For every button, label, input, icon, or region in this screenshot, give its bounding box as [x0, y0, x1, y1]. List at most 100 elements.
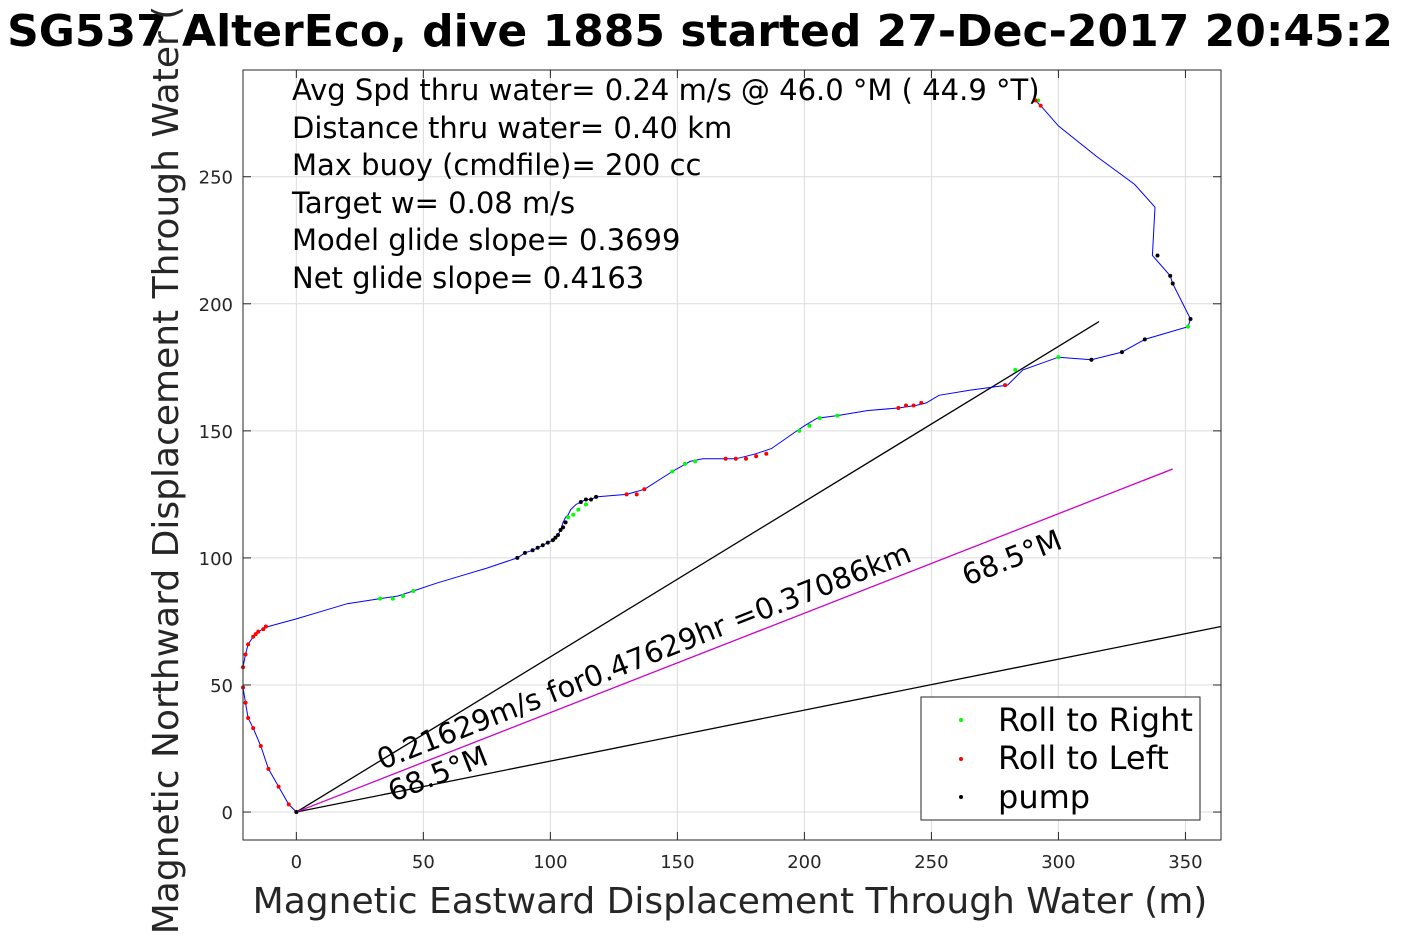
- marker-roll-right: [411, 588, 416, 593]
- annotation-distance: Distance thru water= 0.40 km: [292, 111, 732, 145]
- annotation-avg-speed: Avg Spd thru water= 0.24 m/s @ 46.0 °M (…: [292, 73, 1040, 107]
- annotation-net-glide: Net glide slope= 0.4163: [292, 261, 644, 295]
- marker-pump: [1188, 317, 1193, 322]
- legend: Roll to Right Roll to Left pump: [920, 696, 1201, 821]
- annotation-target-w: Target w= 0.08 m/s: [291, 186, 575, 220]
- chart-title: SG537 AlterEco, dive 1885 started 27-Dec…: [7, 6, 1393, 57]
- x-tick-label: 300: [1041, 852, 1075, 873]
- marker-roll-left: [896, 405, 901, 410]
- marker-pump: [540, 543, 545, 548]
- marker-roll-left: [243, 700, 248, 705]
- annotation-model-glide: Model glide slope= 0.3699: [292, 223, 680, 257]
- marker-roll-left: [1003, 383, 1008, 388]
- y-tick-label: 0: [222, 803, 233, 824]
- marker-group: [241, 98, 1193, 815]
- marker-roll-left: [723, 456, 728, 461]
- reference-line: [296, 468, 1173, 813]
- marker-roll-left: [911, 403, 916, 408]
- x-tick-label: 200: [787, 852, 821, 873]
- x-tick-label: 0: [291, 852, 302, 873]
- marker-roll-left: [904, 403, 909, 408]
- marker-roll-right: [817, 416, 822, 421]
- marker-roll-right: [670, 469, 675, 474]
- y-tick-label: 50: [210, 676, 233, 697]
- marker-roll-left: [261, 627, 266, 632]
- marker-pump: [545, 540, 550, 545]
- marker-roll-left: [246, 642, 251, 647]
- x-tick-label: 250: [914, 852, 948, 873]
- marker-pump: [561, 525, 566, 530]
- x-tick-label: 350: [1168, 852, 1202, 873]
- marker-pump: [1089, 357, 1094, 362]
- marker-pump: [1155, 253, 1160, 258]
- marker-pump: [558, 527, 563, 532]
- reference-line: [296, 625, 1222, 813]
- marker-pump: [1170, 281, 1175, 286]
- marker-roll-left: [919, 400, 924, 405]
- marker-pump: [522, 550, 527, 555]
- marker-pump: [555, 533, 560, 538]
- marker-pump: [578, 500, 583, 505]
- reference-lines: [296, 321, 1222, 813]
- marker-roll-left: [1033, 98, 1038, 103]
- marker-roll-right: [693, 459, 698, 464]
- marker-roll-left: [764, 451, 769, 456]
- y-tick-label: 100: [199, 549, 233, 570]
- marker-roll-left: [266, 766, 271, 771]
- marker-roll-left: [743, 456, 748, 461]
- marker-pump: [1168, 273, 1173, 278]
- marker-roll-left: [246, 716, 251, 721]
- tick-group: 0 50 100 150 200 250 300 350 0 50 100 150 200 250: [199, 70, 1221, 873]
- marker-roll-left: [256, 629, 261, 634]
- legend-box: [920, 696, 1201, 821]
- reference-line: [296, 321, 1100, 813]
- marker-roll-right: [566, 515, 571, 520]
- marker-pump: [1119, 350, 1124, 355]
- y-tick-label: 200: [199, 295, 233, 316]
- marker-roll-left: [253, 632, 258, 637]
- marker-roll-right: [390, 596, 395, 601]
- marker-pump: [563, 520, 568, 525]
- marker-roll-right: [835, 413, 840, 418]
- marker-pump: [589, 497, 594, 502]
- y-tick-label: 250: [199, 168, 233, 189]
- marker-pump: [294, 810, 299, 815]
- y-tick-label: 150: [199, 422, 233, 443]
- marker-roll-left: [276, 784, 281, 789]
- x-tick-label: 150: [660, 852, 694, 873]
- marker-roll-right: [401, 594, 406, 599]
- marker-roll-left: [286, 802, 291, 807]
- legend-marker-roll-left: [959, 757, 963, 761]
- marker-roll-right: [797, 428, 802, 433]
- annotation-max-buoy: Max buoy (cmdfile)= 200 cc: [292, 148, 701, 182]
- x-tick-label: 50: [412, 852, 435, 873]
- legend-label-roll-right: Roll to Right: [998, 701, 1193, 739]
- marker-roll-right: [571, 512, 576, 517]
- marker-roll-left: [251, 634, 256, 639]
- legend-marker-roll-right: [959, 718, 963, 722]
- marker-pump: [550, 538, 555, 543]
- marker-roll-left: [624, 492, 629, 497]
- marker-roll-left: [251, 726, 256, 731]
- marker-pump: [535, 545, 540, 550]
- marker-roll-right: [1185, 324, 1190, 329]
- marker-roll-right: [378, 596, 383, 601]
- marker-pump: [530, 548, 535, 553]
- marker-roll-left: [1038, 103, 1043, 108]
- marker-roll-right: [1013, 367, 1018, 372]
- y-axis-label: Magnetic Northward Displacement Through …: [146, 6, 187, 935]
- marker-pump: [583, 497, 588, 502]
- marker-roll-left: [642, 487, 647, 492]
- marker-roll-right: [683, 461, 688, 466]
- marker-pump: [1142, 337, 1147, 342]
- marker-roll-left: [733, 456, 738, 461]
- marker-roll-right: [576, 507, 581, 512]
- marker-roll-left: [243, 652, 248, 657]
- marker-roll-right: [1056, 355, 1061, 360]
- x-tick-label: 100: [533, 852, 567, 873]
- legend-label-pump: pump: [998, 778, 1090, 816]
- marker-roll-left: [258, 743, 263, 748]
- marker-roll-left: [754, 454, 759, 459]
- marker-roll-left: [263, 624, 268, 629]
